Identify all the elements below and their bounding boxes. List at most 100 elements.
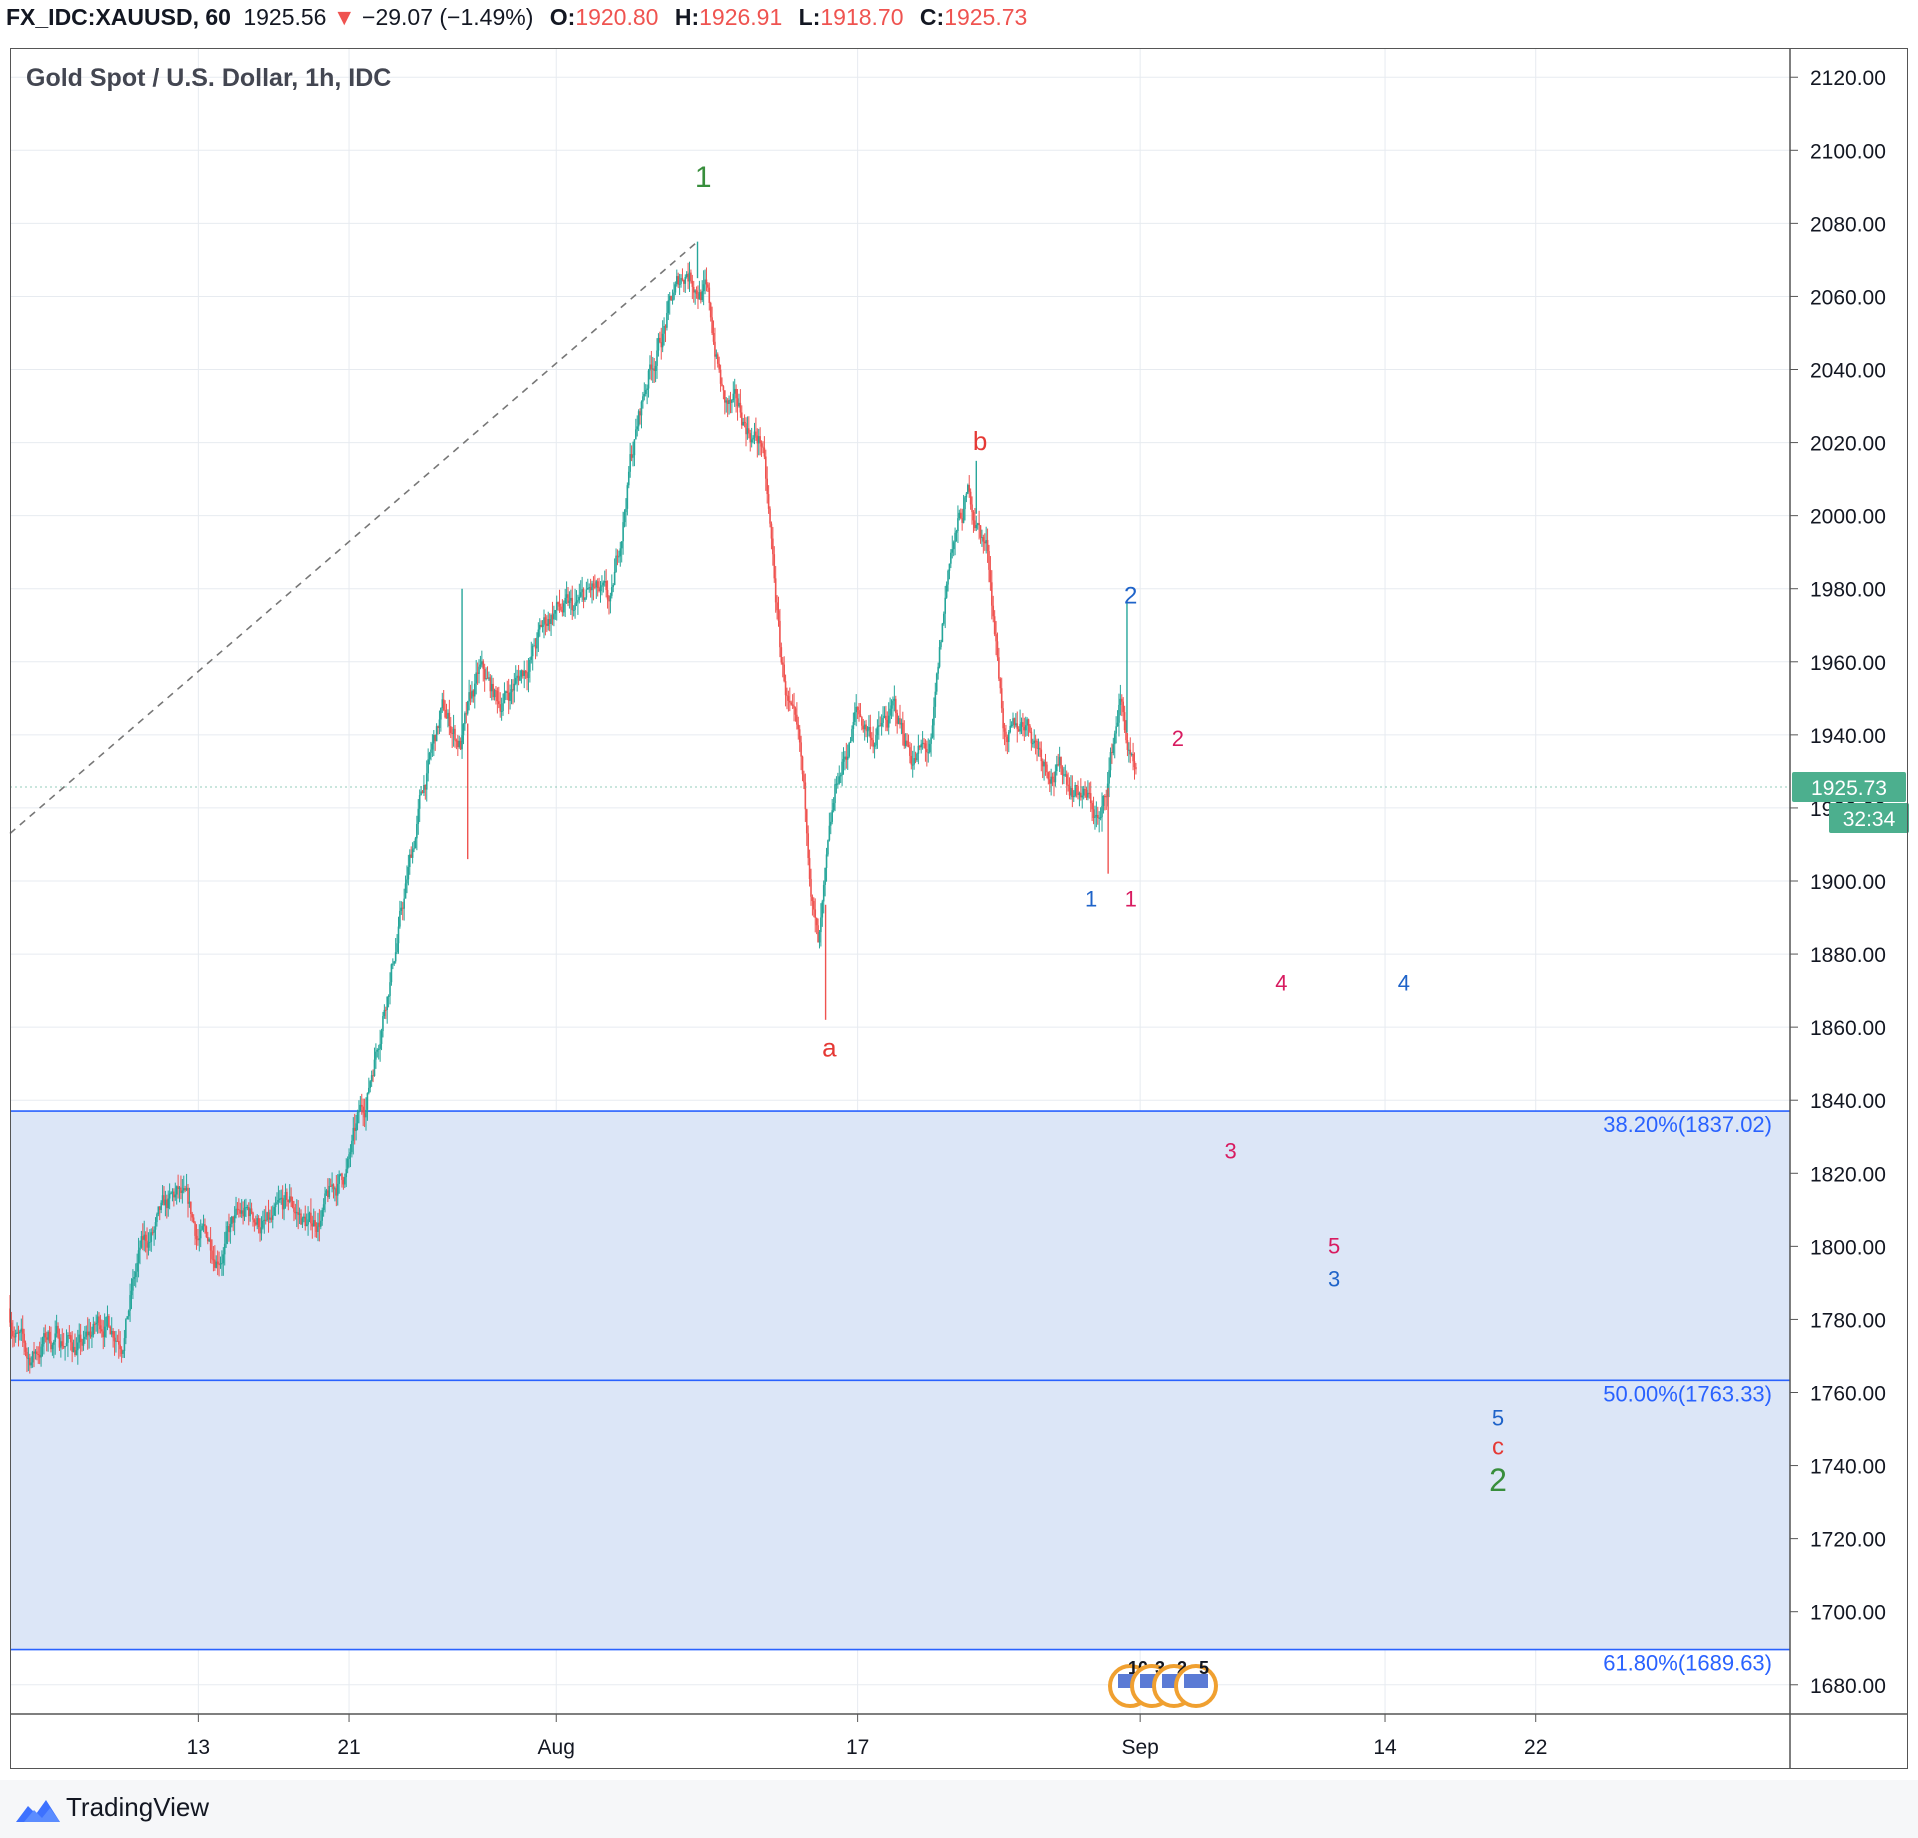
candle-body [753, 431, 756, 438]
candle-body [938, 647, 941, 667]
candle-body [911, 764, 914, 766]
candle-body [1031, 743, 1034, 745]
candle-body [890, 705, 893, 709]
candle-body [1091, 803, 1093, 810]
candle-body [892, 700, 894, 706]
candle-body [661, 333, 664, 348]
candle-body [266, 1212, 268, 1221]
candle-body [608, 599, 610, 602]
candle-body [1034, 740, 1037, 742]
candle-body [1128, 749, 1130, 751]
candle-body [684, 276, 687, 284]
candle-body [154, 1222, 157, 1230]
candle-body [777, 610, 780, 621]
candle-body [839, 775, 842, 777]
close-label: C: [919, 4, 945, 30]
candle-body [620, 541, 623, 549]
candle-body [903, 733, 906, 747]
candle-body [191, 1213, 194, 1218]
wave-label: a [822, 1032, 837, 1062]
candle-body [331, 1184, 333, 1187]
candle-body [30, 1362, 32, 1366]
candle-body [774, 578, 777, 603]
candle-body [373, 1059, 376, 1077]
candle-body [707, 284, 709, 288]
y-tick-label: 1680.00 [1810, 1675, 1886, 1698]
candle-body [51, 1344, 54, 1350]
wave-label: 3 [1224, 1139, 1236, 1164]
candle-body [307, 1219, 309, 1225]
candle-body [664, 325, 667, 328]
candle-body [711, 317, 713, 334]
candle-body [613, 571, 616, 585]
tradingview-logo-icon[interactable] [14, 1796, 62, 1824]
candle-body [837, 783, 839, 785]
candle-body [538, 624, 541, 630]
symbol-name[interactable]: FX_IDC:XAUUSD, 60 [6, 4, 231, 30]
candle-body [334, 1188, 336, 1190]
candle-body [365, 1109, 367, 1118]
candle-body [433, 734, 435, 744]
y-tick-label: 1860.00 [1810, 1017, 1886, 1040]
candle-body [1129, 749, 1132, 755]
candle-body [633, 439, 636, 456]
candle-body [546, 623, 548, 626]
candle-body [927, 752, 930, 754]
candle-body [1075, 785, 1078, 787]
candle-body [935, 673, 938, 692]
candle-body [749, 433, 752, 443]
candle-body [314, 1220, 316, 1227]
candle-body [286, 1191, 288, 1201]
candle-body [931, 725, 934, 738]
candle-body [972, 512, 975, 521]
y-tick-label: 2080.00 [1810, 213, 1886, 236]
candle-body [72, 1346, 75, 1352]
tradingview-brand[interactable]: TradingView [66, 1792, 210, 1822]
y-tick-label: 2120.00 [1810, 67, 1886, 90]
candle-body [1023, 726, 1026, 731]
candle-body [372, 1075, 374, 1077]
candle-body [411, 849, 414, 858]
candle-body [397, 926, 400, 944]
candle-body [783, 664, 785, 682]
candle-body [276, 1202, 278, 1205]
low-value: 1918.70 [820, 4, 904, 30]
candle-body [838, 776, 841, 784]
candle-body [387, 995, 390, 997]
candle-body [129, 1295, 131, 1311]
candle-body [61, 1341, 64, 1346]
wave-label: 1 [1125, 887, 1137, 912]
candle-body [886, 719, 889, 728]
y-tick-label: 1840.00 [1810, 1090, 1886, 1113]
candle-body [565, 594, 568, 598]
high-label: H: [674, 4, 700, 30]
candle-body [989, 569, 992, 583]
candle-body [780, 647, 783, 663]
candle-body [659, 337, 661, 343]
candle-body [933, 706, 935, 726]
candle-body [849, 741, 852, 743]
candle-body [827, 840, 829, 855]
candle-body [113, 1337, 116, 1342]
candle-body [173, 1191, 175, 1198]
candle-body [442, 699, 445, 710]
candle-body [863, 724, 866, 730]
candle-body [674, 284, 677, 293]
candle-body [701, 291, 704, 301]
candle-body [650, 364, 653, 370]
candle-body [983, 541, 986, 544]
candle-body [321, 1209, 324, 1221]
candle-body [228, 1226, 230, 1233]
wave-label: 2 [1489, 1462, 1507, 1498]
candle-body [1019, 724, 1021, 732]
candle-body [269, 1217, 271, 1220]
candle-body [999, 678, 1002, 689]
candle-body [763, 447, 766, 457]
candle-body [995, 634, 997, 642]
candle-body [955, 530, 958, 533]
candle-body [89, 1331, 92, 1337]
chart-canvas[interactable]: 38.20%(1837.02) 50.00%(1763.33) 61.80%(168… [0, 0, 1918, 1780]
candle-body [219, 1263, 222, 1265]
candle-body [500, 710, 503, 712]
candle-body [52, 1341, 55, 1345]
